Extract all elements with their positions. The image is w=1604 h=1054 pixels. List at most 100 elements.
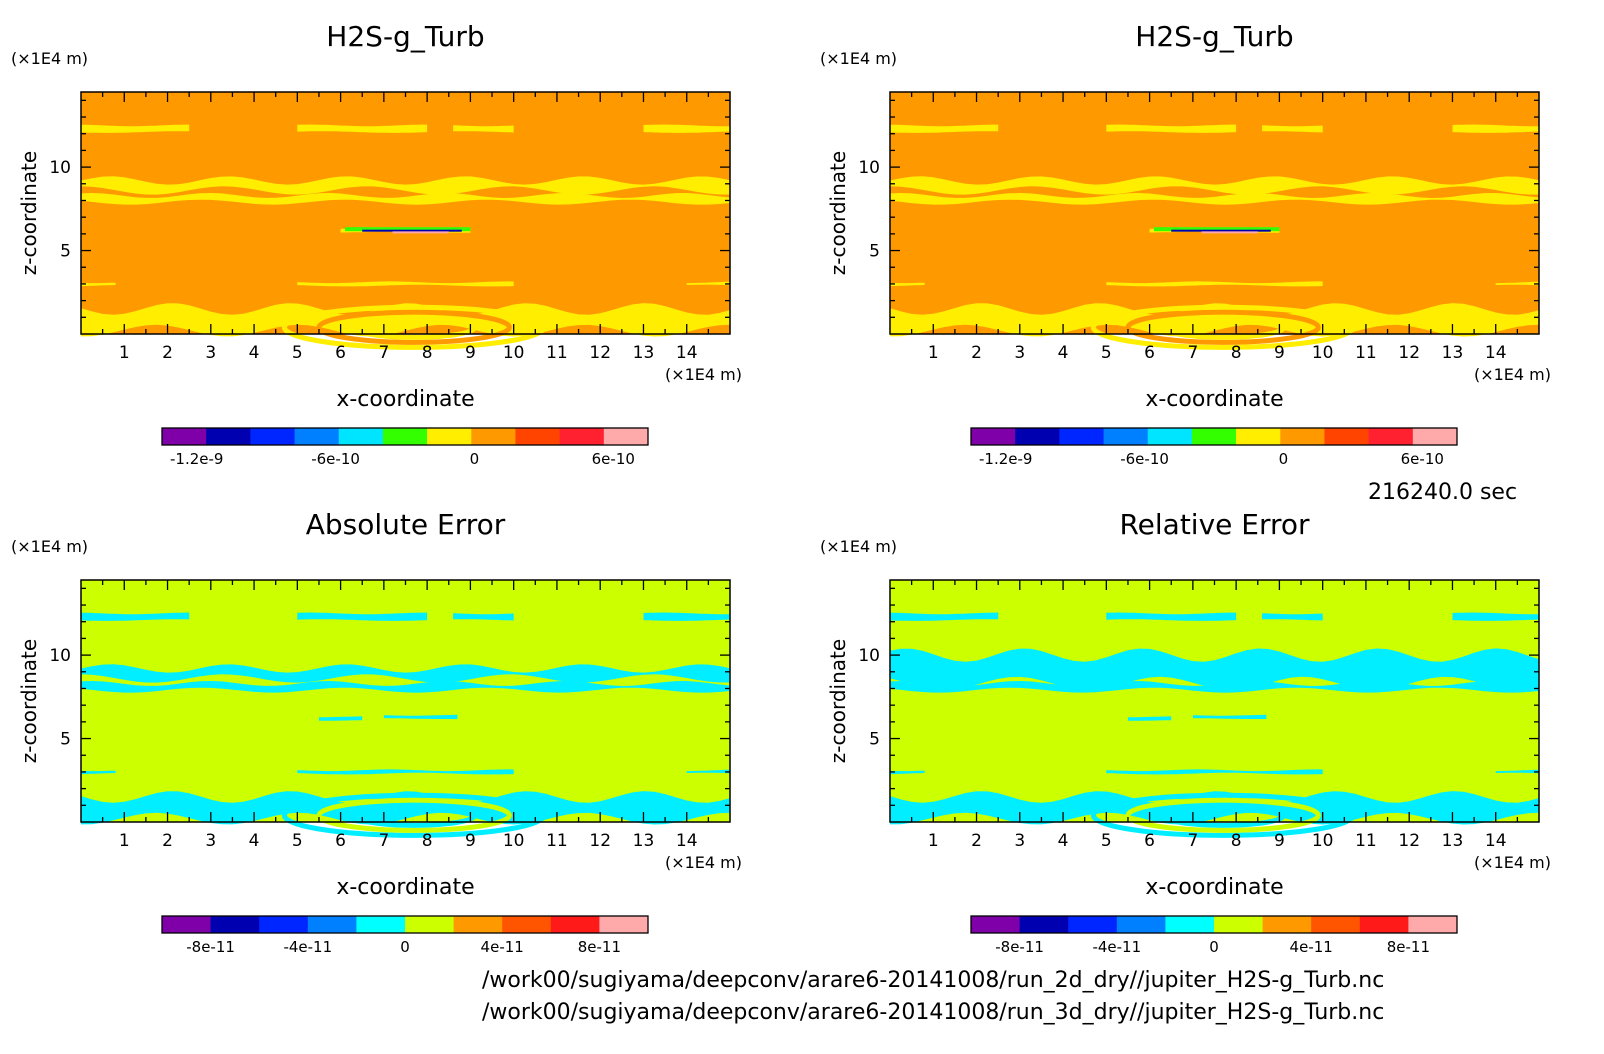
x-tick-label: 3 [1014,343,1025,363]
contour-band [81,124,190,133]
contour-band [890,176,1539,195]
colorbar-swatch [307,916,357,933]
chart-title: Relative Error [1119,508,1310,541]
contour-band [1452,124,1539,133]
x-tick-label: 7 [378,831,389,851]
contour-arc [316,797,512,833]
contour-band [890,193,1539,205]
contour-band [319,716,363,721]
y-tick-label: 10 [49,646,71,666]
y-tick-label: 10 [858,158,880,178]
contour-band [81,681,730,693]
contour-arc [281,792,547,838]
y-unit-label: (×1E4 m) [820,537,897,556]
x-tick-label: 14 [1485,831,1507,851]
contour-band [1106,769,1323,775]
x-tick-label: 2 [971,343,982,363]
contour-band [383,714,458,719]
colorbar-swatch [550,916,600,933]
contour-band [890,770,925,775]
colorbar-frame [970,427,1458,446]
colorbar-tick-label: 0 [1209,938,1219,956]
colorbar-swatch [338,428,384,445]
x-tick-label: 6 [1144,831,1155,851]
colorbar-tick-label: 0 [1279,450,1289,468]
y-unit-label: (×1E4 m) [11,49,88,68]
x-tick-label: 7 [1187,343,1198,363]
y-tick-label: 5 [60,730,71,750]
colorbar-frame [970,915,1458,934]
y-tick-label: 5 [60,242,71,262]
colorbar-tick-label: -4e-11 [1092,938,1141,956]
contour-arc [316,309,512,345]
colorbar-swatch [162,428,207,445]
colorbar-swatch [382,428,428,445]
x-tick-label: 10 [1312,831,1334,851]
x-tick-label: 13 [1442,343,1464,363]
colorbar-swatch [1191,428,1237,445]
colorbar-swatch [1103,428,1149,445]
colorbar-swatch [356,916,406,933]
time-label: 216240.0 sec [1368,480,1518,505]
contour-band [81,193,730,205]
x-tick-label: 3 [205,831,216,851]
contour-band [686,769,730,774]
x-unit-label: (×1E4 m) [665,365,742,384]
contour-arc [1125,309,1321,345]
contour-band [1495,769,1539,774]
colorbar-swatch [471,428,516,445]
x-tick-label: 5 [292,343,303,363]
y-axis-label: z-coordinate [17,151,41,275]
colorbar-tick-label: -8e-11 [995,938,1044,956]
contour-band [1106,281,1323,287]
contour-band [1495,281,1539,286]
colorbar-frame [161,915,649,934]
contour-band [1452,612,1539,621]
contour-band [81,664,730,683]
x-tick-label: 6 [335,343,346,363]
contour-band [81,282,116,287]
contour-feature [344,227,471,232]
contour-band [890,612,999,621]
contour-band [643,612,730,621]
colorbar-tick-label: 4e-11 [481,938,524,956]
contour-arc [1160,314,1287,340]
x-tick-label: 5 [292,831,303,851]
colorbar-swatch [427,428,472,445]
contour-band [1128,716,1172,721]
x-tick-label: 13 [633,343,655,363]
y-axis-label: z-coordinate [826,639,850,763]
x-tick-label: 8 [1231,831,1242,851]
x-tick-label: 5 [1101,343,1112,363]
x-tick-label: 5 [1101,831,1112,851]
colorbar-swatch [515,428,561,445]
contour-band [1106,612,1237,621]
file-path-1: /work00/sugiyama/deepconv/arare6-2014100… [482,968,1385,993]
colorbar-swatch [1116,916,1166,933]
contour-band [686,281,730,286]
x-tick-label: 8 [1231,343,1242,363]
contour-band [81,612,190,621]
contour-band [453,125,514,133]
x-unit-label: (×1E4 m) [665,853,742,872]
y-axis-label: z-coordinate [826,151,850,275]
x-tick-label: 8 [422,831,433,851]
x-tick-label: 10 [503,831,525,851]
colorbar-tick-label: 0 [470,450,480,468]
contour-band [1192,714,1267,719]
colorbar: -8e-11 -4e-11 0 4e-11 8e-11 [161,915,649,956]
colorbar-tick-label: 6e-10 [592,450,635,468]
colorbar: -1.2e-9 -6e-10 0 6e-10 [161,427,649,468]
colorbar-frame [161,427,649,446]
colorbar: -1.2e-9 -6e-10 0 6e-10 [970,427,1458,468]
x-tick-label: 9 [465,831,476,851]
y-axis-label: z-coordinate [17,639,41,763]
colorbar-tick-label: 0 [400,938,410,956]
contour-feature [1153,227,1280,232]
colorbar-tick-label: 4e-11 [1290,938,1333,956]
y-unit-label: (×1E4 m) [820,49,897,68]
colorbar-tick-label: -8e-11 [186,938,235,956]
x-tick-label: 1 [119,831,130,851]
x-tick-label: 12 [589,831,611,851]
